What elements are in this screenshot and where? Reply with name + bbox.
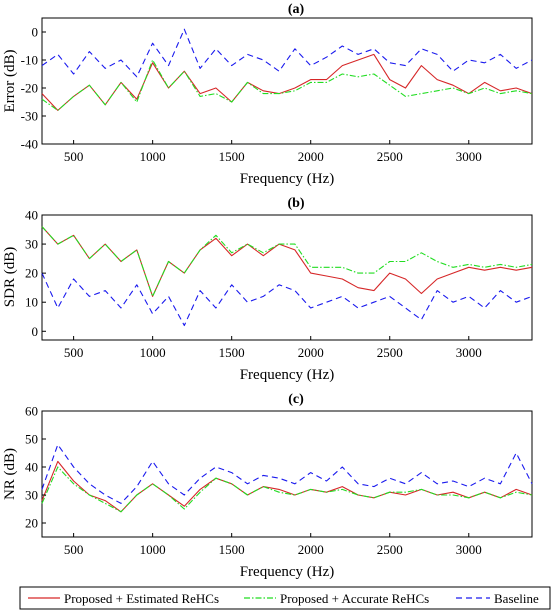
panel-b-ytick-label: 40 [25,208,38,223]
panel-a-xtick-label: 1500 [219,149,245,164]
panel-c-ytick-label: 20 [25,516,38,531]
panel-a-label: (a) [288,2,305,17]
panel-c-xtick-label: 3000 [456,542,482,557]
panel-c-plot-area: 500 1000 1500 2000 2500 3000 20 30 40 50 60 [25,404,533,557]
panel-b-series-accurate [41,226,533,297]
panel-b-ytick-label: 0 [32,324,39,339]
panel-c-xtick-label: 1500 [219,542,245,557]
panel-c-label: (c) [288,392,304,407]
panel-b-axes-box [41,214,533,341]
legend: Proposed + Estimated ReHCs Proposed + Ac… [19,586,551,610]
panel-a-xtick-label: 500 [64,149,84,164]
panel-a-ytick-label: -20 [21,81,38,96]
panel-a-ytick-label: -10 [21,53,38,68]
panel-c-ytick-label: 40 [25,460,38,475]
panel-a-xtick-label: 2500 [377,149,403,164]
panel-b-ylabel: SDR (dB) [2,247,18,307]
panel-a-xlabel: Frequency (Hz) [240,171,335,187]
panel-b-label: (b) [287,196,304,211]
panel-a-axes-box [41,17,533,145]
panel-c-series-estimated [41,460,533,513]
panel-a-xtick-label: 3000 [456,149,482,164]
panel-a-series-estimated [41,53,533,111]
panel-b-ytick-label: 10 [25,295,38,310]
panel-a-xtick-label: 1000 [140,149,166,164]
panel-c-series-baseline [41,444,533,504]
panel-a-series-accurate [41,59,533,111]
panel-c-ytick-label: 60 [25,404,38,419]
panel-b-xtick-label: 3000 [456,345,482,360]
panel-a-plot-area: 500 1000 1500 2000 2500 3000 0 -10 -20 -30 -40 [21,25,533,164]
panel-b-xtick-label: 1500 [219,345,245,360]
panel-b-xlabel: Frequency (Hz) [240,367,335,383]
panel-c-xtick-label: 2000 [298,542,324,557]
panel-c-series-accurate [41,466,533,513]
panel-c-xtick-label: 2500 [377,542,403,557]
legend-box [19,586,551,610]
panel-c-ytick-label: 50 [25,432,38,447]
panel-b-plot-area: 500 1000 1500 2000 2500 3000 0 10 20 30 40 [25,208,533,360]
panel-a-ytick-label: -40 [21,137,38,152]
panel-b-xtick-label: 1000 [140,345,166,360]
panel-c: (c) 500 1000 1500 2000 2500 3000 20 30 40 50 60 NR… [2,392,533,580]
panel-a-xtick-label: 2000 [298,149,324,164]
panel-a-ytick-label: -30 [21,109,38,124]
panel-c-xtick-label: 500 [64,542,84,557]
panel-a-series-baseline [41,28,533,78]
panel-b: (b) 500 1000 1500 2000 2500 3000 0 10 20 30 40 SDR… [2,196,533,383]
legend-label-estimated: Proposed + Estimated ReHCs [64,591,219,606]
panel-b-xtick-label: 500 [64,345,84,360]
panel-c-ytick-label: 30 [25,488,38,503]
panel-b-ytick-label: 20 [25,266,38,281]
panel-b-ytick-label: 30 [25,237,38,252]
panel-a-ytick-label: 0 [32,25,39,40]
panel-c-xlabel: Frequency (Hz) [240,564,335,580]
panel-a-ylabel: Error (dB) [2,50,18,113]
legend-label-baseline: Baseline [494,591,539,606]
panel-b-series-baseline [41,272,533,327]
panel-c-ylabel: NR (dB) [2,448,18,500]
panel-b-series-estimated [41,226,533,297]
panel-c-axes-box [41,410,533,538]
panel-c-xtick-label: 1000 [140,542,166,557]
panel-a: (a) 500 1000 1500 2000 2500 3000 0 -10 -20 -30 -40… [2,2,533,187]
panel-b-xtick-label: 2000 [298,345,324,360]
panel-b-xtick-label: 2500 [377,345,403,360]
legend-label-accurate: Proposed + Accurate ReHCs [280,591,429,606]
